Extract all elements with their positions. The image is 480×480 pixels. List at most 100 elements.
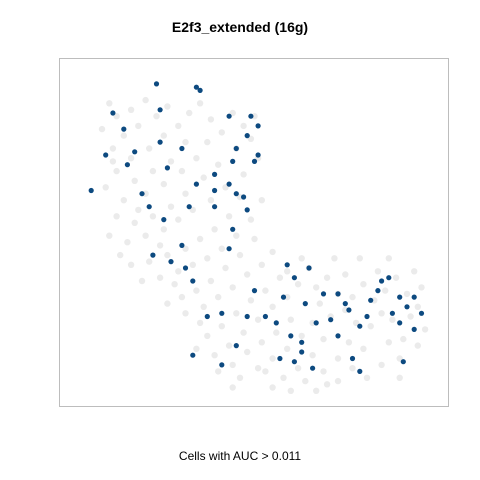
background-cell-point bbox=[374, 268, 382, 275]
background-cell-point bbox=[360, 281, 367, 288]
background-cell-point bbox=[269, 303, 276, 310]
background-cell-point bbox=[189, 261, 196, 268]
background-cell-point bbox=[411, 268, 418, 275]
high-auc-cell-point bbox=[357, 323, 363, 329]
background-cell-point bbox=[287, 316, 294, 323]
background-cell-points bbox=[98, 96, 429, 394]
high-auc-cell-point bbox=[411, 326, 417, 332]
high-auc-cell-point bbox=[302, 301, 308, 307]
background-cell-point bbox=[124, 239, 131, 246]
background-cell-point bbox=[345, 339, 353, 346]
background-cell-point bbox=[382, 287, 389, 294]
background-cell-point bbox=[352, 319, 360, 327]
high-auc-cell-point bbox=[230, 226, 236, 232]
background-cell-point bbox=[403, 290, 411, 298]
background-cell-point bbox=[418, 284, 425, 291]
background-cell-point bbox=[211, 226, 218, 233]
plot-frame bbox=[59, 58, 449, 407]
background-cell-point bbox=[160, 180, 167, 188]
high-auc-cell-point bbox=[241, 194, 247, 200]
background-cell-point bbox=[280, 374, 287, 381]
background-cell-point bbox=[229, 384, 236, 391]
background-cell-point bbox=[251, 235, 258, 243]
background-cell-point bbox=[254, 365, 262, 372]
high-auc-cell-points bbox=[88, 81, 425, 374]
background-cell-point bbox=[196, 100, 204, 107]
background-cell-point bbox=[204, 332, 211, 340]
background-cell-point bbox=[109, 158, 117, 165]
high-auc-cell-point bbox=[179, 145, 185, 152]
high-auc-cell-point bbox=[368, 297, 374, 303]
high-auc-cell-point bbox=[164, 165, 170, 171]
background-cell-point bbox=[421, 326, 429, 333]
background-cell-point bbox=[247, 297, 255, 304]
background-cell-point bbox=[127, 106, 135, 114]
high-auc-cell-point bbox=[251, 158, 258, 164]
background-cell-point bbox=[215, 368, 222, 375]
high-auc-cell-point bbox=[230, 158, 236, 164]
background-cell-point bbox=[131, 219, 138, 226]
high-auc-cell-point bbox=[190, 352, 196, 358]
high-auc-cell-point bbox=[328, 317, 334, 323]
background-cell-point bbox=[349, 365, 356, 372]
high-auc-cell-point bbox=[197, 87, 203, 93]
background-cell-point bbox=[127, 155, 135, 162]
background-cell-point bbox=[200, 174, 207, 181]
background-cell-point bbox=[244, 348, 251, 356]
background-cell-point bbox=[175, 216, 182, 223]
background-cell-point bbox=[378, 361, 385, 369]
high-auc-cell-point bbox=[346, 307, 352, 313]
high-auc-cell-point bbox=[277, 355, 283, 362]
background-cell-point bbox=[284, 345, 291, 352]
background-cell-point bbox=[156, 274, 164, 281]
high-auc-cell-point bbox=[306, 265, 312, 271]
background-cell-point bbox=[396, 374, 403, 381]
background-cell-point bbox=[414, 303, 421, 310]
high-auc-cell-point bbox=[146, 204, 152, 210]
background-cell-point bbox=[171, 281, 178, 288]
high-auc-cell-point bbox=[186, 204, 192, 210]
background-cell-point bbox=[167, 203, 175, 210]
high-auc-cell-point bbox=[190, 278, 196, 284]
background-cell-point bbox=[142, 232, 149, 239]
background-cell-point bbox=[356, 255, 363, 262]
high-auc-cell-point bbox=[157, 139, 163, 145]
high-auc-cell-point bbox=[244, 313, 250, 320]
high-auc-cell-point bbox=[357, 368, 363, 374]
background-cell-point bbox=[298, 255, 305, 262]
background-cell-point bbox=[215, 161, 222, 168]
high-auc-cell-point bbox=[219, 310, 225, 316]
background-cell-point bbox=[269, 248, 276, 256]
background-cell-point bbox=[164, 251, 171, 259]
background-cell-point bbox=[106, 100, 113, 107]
high-auc-cell-point bbox=[335, 333, 341, 339]
background-cell-point bbox=[349, 293, 356, 301]
high-auc-cell-point bbox=[153, 81, 160, 87]
high-auc-cell-point bbox=[397, 294, 403, 300]
background-cell-point bbox=[284, 293, 291, 301]
background-cell-point bbox=[258, 339, 265, 346]
high-auc-cell-point bbox=[291, 359, 297, 365]
background-cell-point bbox=[247, 216, 255, 223]
background-cell-point bbox=[98, 125, 106, 133]
background-cell-point bbox=[229, 361, 236, 369]
background-cell-point bbox=[138, 277, 146, 285]
background-cell-point bbox=[149, 167, 157, 175]
background-cell-point bbox=[360, 345, 367, 352]
background-cell-point bbox=[233, 310, 240, 317]
background-cell-point bbox=[156, 242, 164, 249]
background-cell-point bbox=[225, 213, 233, 220]
high-auc-cell-point bbox=[375, 288, 381, 294]
background-cell-point bbox=[400, 335, 407, 343]
high-auc-cell-point bbox=[364, 313, 370, 320]
high-auc-cell-point bbox=[288, 333, 294, 339]
background-cell-point bbox=[135, 206, 142, 214]
background-cell-point bbox=[323, 381, 331, 388]
background-cell-point bbox=[269, 355, 276, 362]
high-auc-cell-point bbox=[168, 259, 174, 265]
high-auc-cell-point bbox=[400, 359, 406, 365]
high-auc-cell-point bbox=[226, 181, 232, 187]
background-cell-point bbox=[113, 113, 120, 120]
high-auc-cell-point bbox=[204, 313, 210, 320]
